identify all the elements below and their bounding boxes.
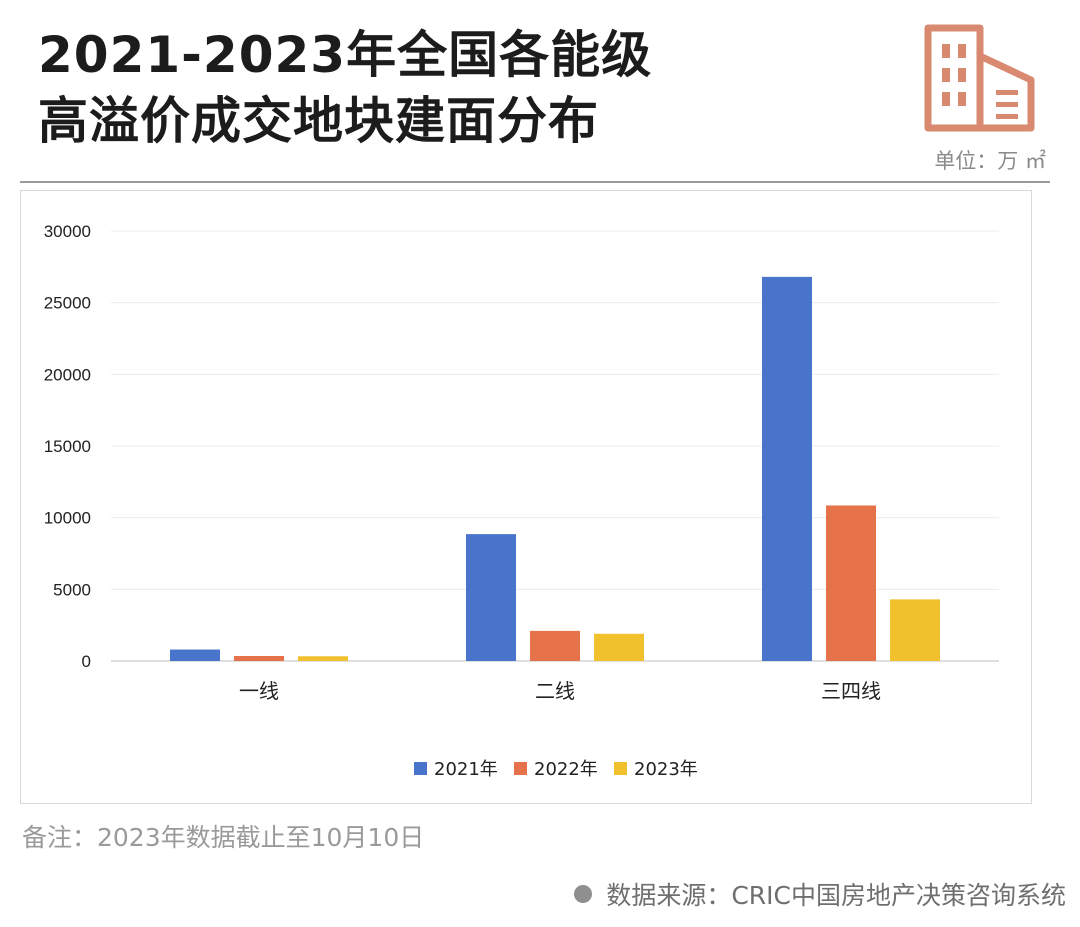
bar-chart: 0 5000 10000 15000 20000 25000 30000 一线 二线 三四线 202… — [44, 222, 999, 780]
legend-label: 2023年 — [634, 759, 698, 780]
header-divider — [20, 181, 1050, 183]
y-tick-label: 15000 — [44, 437, 91, 456]
legend-swatch — [514, 762, 527, 775]
y-tick-label: 20000 — [44, 365, 91, 384]
unit-label: 单位：万 ㎡ — [934, 149, 1046, 173]
bar-1-1 — [170, 649, 220, 661]
bullet-icon — [574, 885, 593, 903]
bar-2-2 — [530, 630, 580, 661]
y-tick-label: 25000 — [44, 294, 91, 313]
legend-swatch — [414, 762, 427, 775]
x-tick-label: 一线 — [239, 679, 279, 703]
chart-title: 2021-2023年全国各能级 高溢价成交地块建面分布 — [38, 22, 652, 154]
data-source-text: 数据来源：CRIC中国房地产决策咨询系统 — [606, 881, 1066, 910]
title-line-1: 2021-2023年全国各能级 — [38, 26, 653, 84]
data-source: 数据来源：CRIC中国房地产决策咨询系统 — [574, 876, 1066, 912]
legend-label: 2022年 — [534, 759, 598, 780]
x-tick-label: 二线 — [535, 679, 575, 703]
title-line-2: 高溢价成交地块建面分布 — [38, 92, 599, 150]
bar-3-2 — [826, 505, 876, 661]
bar-3-3 — [890, 599, 940, 661]
bar-2-3 — [594, 633, 644, 661]
chart-frame: 0 5000 10000 15000 20000 25000 30000 一线 二线 三四线 202… — [20, 190, 1032, 804]
bar-2-1 — [466, 534, 516, 661]
bar-1-2 — [234, 655, 284, 661]
y-tick-label: 30000 — [44, 222, 91, 241]
bar-1-3 — [298, 656, 348, 661]
building-icon — [924, 24, 1035, 132]
x-tick-label: 三四线 — [821, 679, 881, 703]
bar-3-1 — [762, 276, 812, 661]
footnote: 备注：2023年数据截止至10月10日 — [22, 823, 425, 852]
y-tick-label: 0 — [82, 652, 91, 671]
legend-swatch — [614, 762, 627, 775]
y-tick-label: 5000 — [53, 580, 91, 599]
y-tick-label: 10000 — [44, 509, 91, 528]
legend-label: 2021年 — [434, 759, 498, 780]
